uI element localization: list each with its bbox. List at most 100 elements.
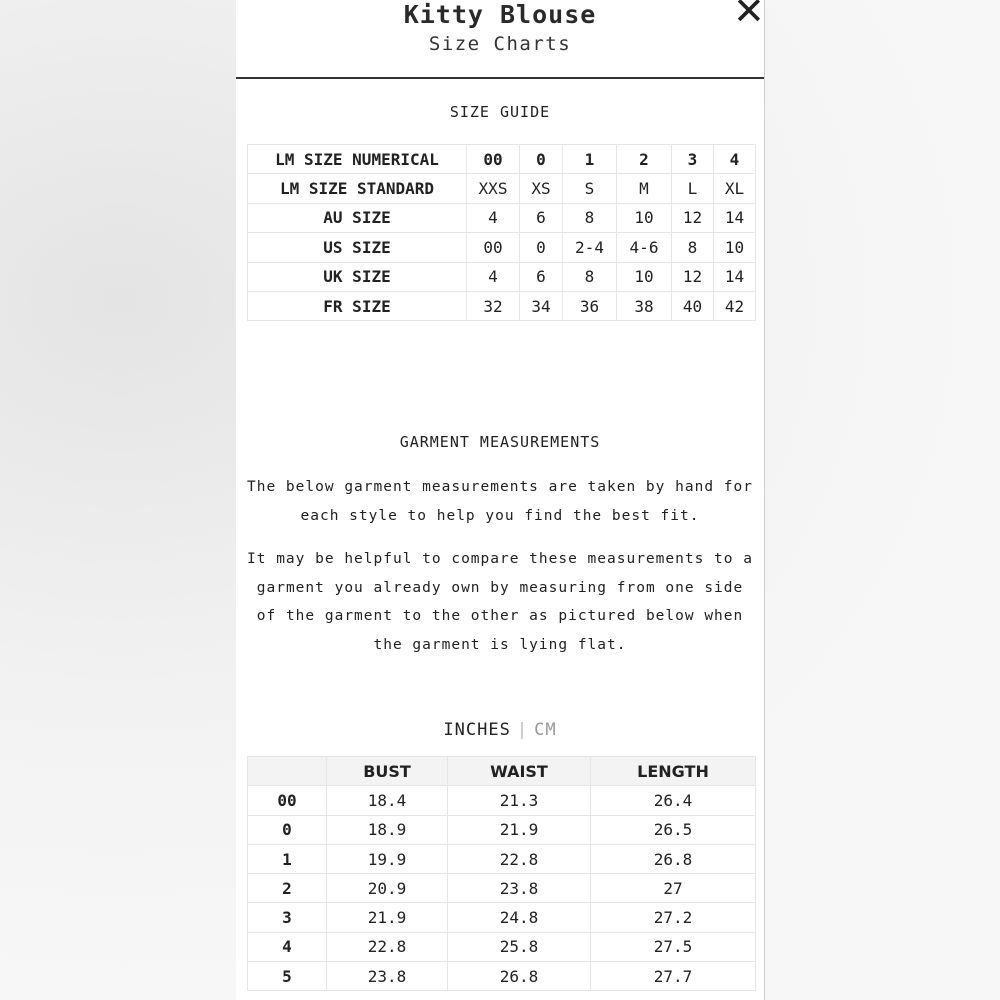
measurement-row: 2 20.9 23.8 27 <box>247 873 756 904</box>
size-cell: 8 <box>562 202 617 234</box>
size-cell: 38 <box>616 290 672 322</box>
measurement-row: 0 18.9 21.9 26.5 <box>247 814 756 845</box>
size-cell: 4 <box>466 202 520 234</box>
size-cell: 00 <box>466 232 520 263</box>
size-label: 00 <box>247 785 327 816</box>
size-cell: 32 <box>466 290 520 322</box>
size-cell: 4 <box>466 261 520 292</box>
size-cell: 34 <box>519 290 563 322</box>
measurement-cell: 26.8 <box>590 843 756 875</box>
size-cell: 00 <box>466 143 520 175</box>
measurement-cell: 27.7 <box>590 961 756 992</box>
measurement-row: 00 18.4 21.3 26.4 <box>247 785 756 816</box>
size-guide-table: LM SIZE NUMERICAL 00 0 1 2 3 4 LM SIZE STANDARD… <box>247 143 756 322</box>
row-label: LM SIZE NUMERICAL <box>247 143 467 175</box>
size-cell: XXS <box>466 173 520 204</box>
size-cell: M <box>616 173 672 204</box>
unit-inches-toggle[interactable]: INCHES <box>443 720 511 740</box>
measurement-cell: 23.8 <box>326 961 448 992</box>
size-label: 2 <box>247 873 327 904</box>
row-label: UK SIZE <box>247 261 467 292</box>
row-label: LM SIZE STANDARD <box>247 173 467 204</box>
garment-compare-text: It may be helpful to compare these measu… <box>247 551 753 653</box>
measurement-row: 5 23.8 26.8 27.7 <box>247 961 756 992</box>
measurement-cell: 19.9 <box>326 843 448 875</box>
size-cell: XS <box>519 173 563 204</box>
size-guide-row: UK SIZE 4 6 8 10 12 14 <box>247 261 756 292</box>
unit-separator: | <box>516 720 529 740</box>
column-header: LENGTH <box>590 755 756 787</box>
size-guide-row: FR SIZE 32 34 36 38 40 42 <box>247 290 756 322</box>
size-guide-row: US SIZE 00 0 2-4 4-6 8 10 <box>247 232 756 263</box>
column-header: WAIST <box>447 755 591 787</box>
size-cell: XL <box>713 173 756 204</box>
product-title: Kitty Blouse <box>403 0 597 29</box>
size-cell: 14 <box>713 261 756 292</box>
measurement-cell: 18.9 <box>326 814 448 845</box>
size-cell: 1 <box>562 143 617 175</box>
size-cell: 6 <box>519 202 563 234</box>
size-label: 3 <box>247 902 327 933</box>
size-label: 1 <box>247 843 327 875</box>
measurement-cell: 23.8 <box>447 873 591 904</box>
page-subtitle: Size Charts <box>428 33 572 55</box>
measurement-cell: 21.3 <box>447 785 591 816</box>
unit-toggle: INCHES | CM <box>236 720 764 740</box>
column-header <box>247 755 327 787</box>
measurement-row: 3 21.9 24.8 27.2 <box>247 902 756 933</box>
measurement-cell: 20.9 <box>326 873 448 904</box>
size-cell: 4 <box>713 143 756 175</box>
measurement-cell: 21.9 <box>447 814 591 845</box>
measurement-cell: 22.8 <box>326 931 448 963</box>
close-icon[interactable]: ✕ <box>733 0 765 33</box>
size-guide-row: LM SIZE STANDARD XXS XS S M L XL <box>247 173 756 204</box>
measurement-cell: 22.8 <box>447 843 591 875</box>
size-guide-row: AU SIZE 4 6 8 10 12 14 <box>247 202 756 234</box>
size-cell: 0 <box>519 143 563 175</box>
unit-cm-toggle[interactable]: CM <box>534 720 557 740</box>
measurement-cell: 26.4 <box>590 785 756 816</box>
measurement-cell: 26.5 <box>590 814 756 845</box>
size-cell: 42 <box>713 290 756 322</box>
size-cell: 0 <box>519 232 563 263</box>
size-cell: 6 <box>519 261 563 292</box>
size-cell: 2 <box>616 143 672 175</box>
size-cell: 40 <box>671 290 714 322</box>
header-divider <box>236 77 764 79</box>
row-label: FR SIZE <box>247 290 467 322</box>
measurement-cell: 21.9 <box>326 902 448 933</box>
size-cell: 10 <box>616 202 672 234</box>
size-cell: S <box>562 173 617 204</box>
size-guide-heading: SIZE GUIDE <box>449 103 551 121</box>
size-label: 5 <box>247 961 327 992</box>
measurement-cell: 25.8 <box>447 931 591 963</box>
measurements-header-row: BUST WAIST LENGTH <box>247 755 756 787</box>
size-label: 0 <box>247 814 327 845</box>
size-guide-row: LM SIZE NUMERICAL 00 0 1 2 3 4 <box>247 143 756 175</box>
measurement-cell: 18.4 <box>326 785 448 816</box>
size-cell: 12 <box>671 261 714 292</box>
size-cell: 12 <box>671 202 714 234</box>
row-label: AU SIZE <box>247 202 467 234</box>
size-cell: 3 <box>671 143 714 175</box>
size-cell: L <box>671 173 714 204</box>
size-cell: 4-6 <box>616 232 672 263</box>
size-cell: 8 <box>562 261 617 292</box>
size-cell: 10 <box>616 261 672 292</box>
measurement-cell: 27.2 <box>590 902 756 933</box>
measurement-row: 1 19.9 22.8 26.8 <box>247 843 756 875</box>
size-chart-panel: Kitty Blouse Size Charts ✕ SIZE GUIDE LM… <box>236 0 765 1000</box>
column-header: BUST <box>326 755 448 787</box>
garment-intro-text: The below garment measurements are taken… <box>247 479 753 524</box>
size-cell: 8 <box>671 232 714 263</box>
measurement-cell: 27.5 <box>590 931 756 963</box>
size-cell: 14 <box>713 202 756 234</box>
size-label: 4 <box>247 931 327 963</box>
size-cell: 36 <box>562 290 617 322</box>
measurement-row: 4 22.8 25.8 27.5 <box>247 931 756 963</box>
measurement-cell: 27 <box>590 873 756 904</box>
size-cell: 10 <box>713 232 756 263</box>
measurements-table: BUST WAIST LENGTH 00 18.4 21.3 26.4 0 18.9 21.9 26… <box>247 755 756 992</box>
garment-measurements-heading: GARMENT MEASUREMENTS <box>399 433 601 451</box>
measurement-cell: 24.8 <box>447 902 591 933</box>
